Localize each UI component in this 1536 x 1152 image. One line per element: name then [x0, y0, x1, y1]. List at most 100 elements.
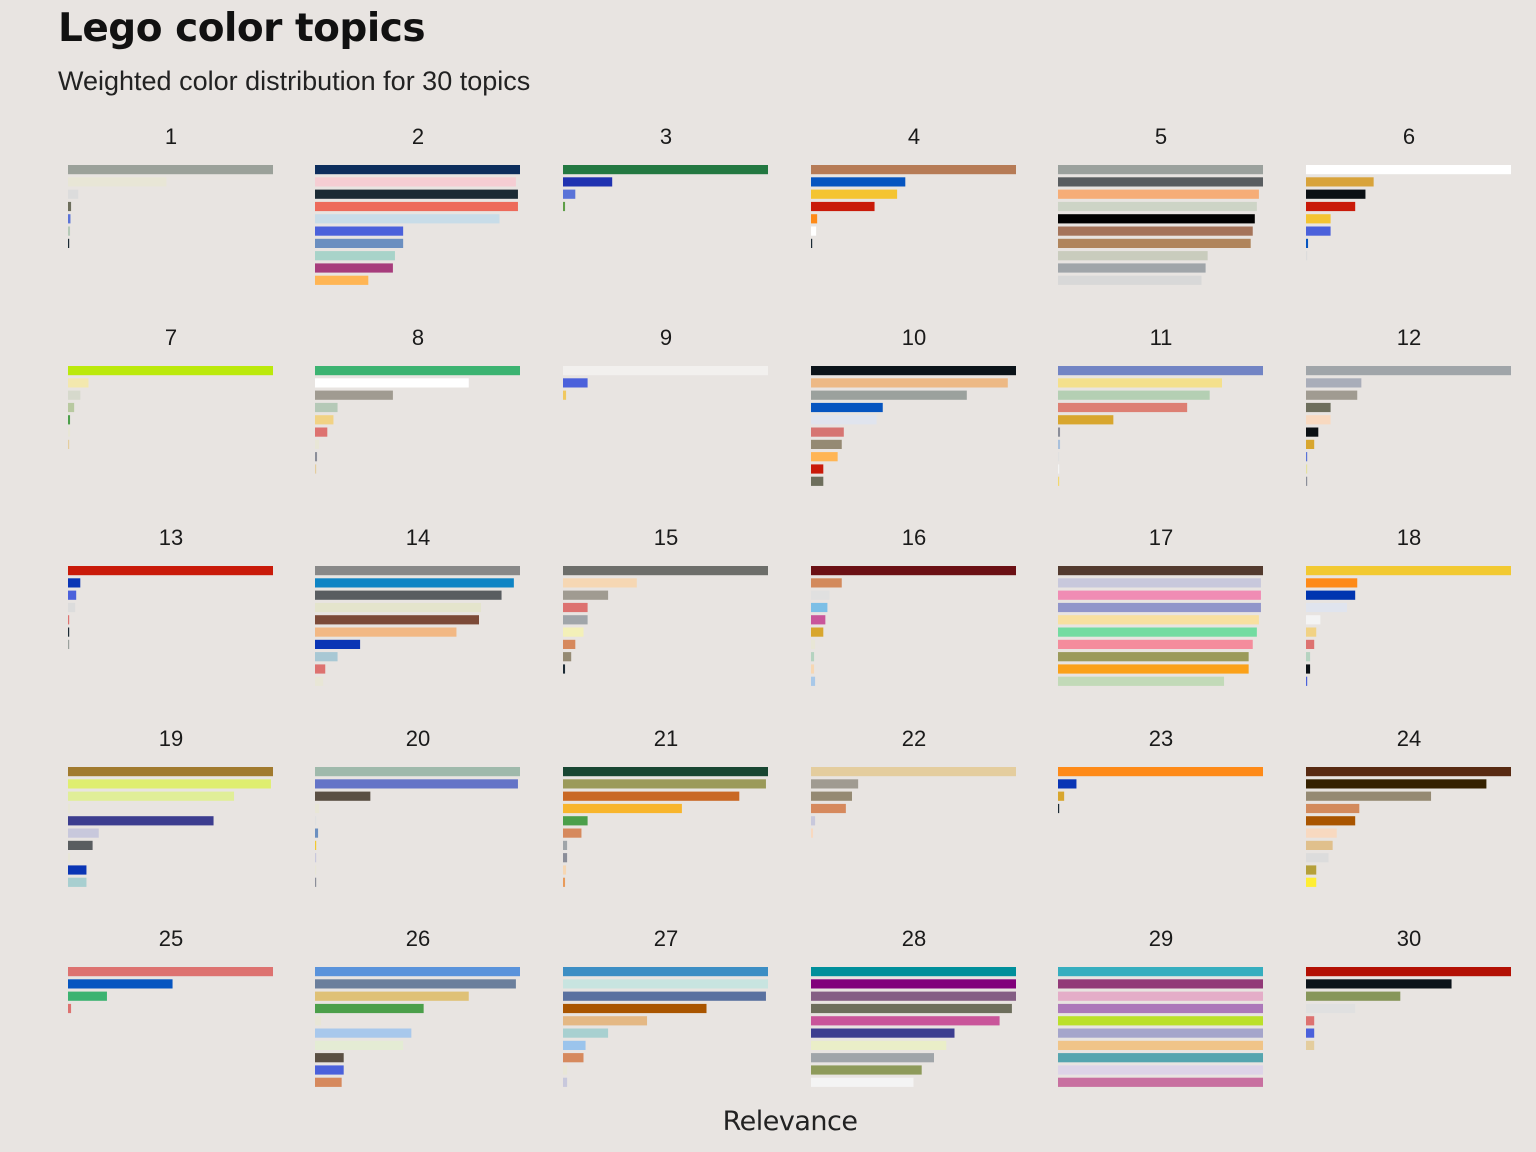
bar — [315, 853, 317, 863]
bar — [811, 566, 1016, 576]
bar — [68, 165, 273, 175]
bar — [315, 652, 338, 662]
bar — [315, 967, 520, 977]
bar — [1058, 590, 1261, 600]
bar — [811, 676, 816, 686]
bar — [811, 189, 898, 199]
facet-topic-8: 8 — [315, 325, 520, 474]
bar — [68, 366, 273, 376]
bar — [315, 263, 393, 273]
bar — [315, 791, 371, 801]
bar — [68, 590, 77, 600]
bar — [563, 664, 566, 674]
bar — [1058, 664, 1249, 674]
bar — [1058, 578, 1261, 588]
bar — [315, 177, 516, 187]
bar — [1058, 991, 1263, 1001]
facet-label: 4 — [908, 124, 920, 149]
facet-topic-7: 7 — [68, 325, 273, 449]
bar — [563, 853, 568, 863]
facet-topic-2: 2 — [315, 124, 520, 285]
bar — [1306, 803, 1360, 814]
bar — [68, 415, 71, 425]
facet-topic-1: 1 — [68, 124, 273, 248]
facet-label: 11 — [1150, 325, 1173, 350]
bar — [315, 840, 317, 850]
bar — [68, 1003, 72, 1014]
bar — [1058, 415, 1114, 425]
facet-topic-16: 16 — [811, 525, 1016, 686]
bar — [811, 1077, 914, 1087]
bar — [563, 967, 768, 977]
bar — [811, 476, 824, 486]
bar — [563, 803, 682, 814]
bar — [1058, 378, 1222, 388]
bar — [811, 791, 852, 801]
bar — [1058, 214, 1255, 224]
bar — [315, 639, 361, 649]
bar — [563, 779, 766, 789]
bar — [1058, 803, 1060, 814]
bar — [315, 275, 369, 285]
bar — [811, 615, 826, 625]
bar — [1306, 566, 1511, 576]
bar — [315, 1003, 424, 1014]
bar — [315, 238, 404, 248]
bar — [811, 378, 1008, 388]
facet-label: 13 — [159, 525, 183, 550]
bar — [1058, 967, 1263, 977]
bar — [811, 415, 877, 425]
bar — [315, 664, 326, 674]
bar — [68, 627, 70, 637]
bar — [1058, 1065, 1263, 1075]
bar — [1306, 415, 1331, 425]
facet-topic-5: 5 — [1058, 124, 1263, 285]
bar — [1306, 1040, 1315, 1050]
bar — [811, 366, 1016, 376]
facet-label: 26 — [406, 926, 430, 951]
bar — [315, 779, 518, 789]
bar — [68, 578, 81, 588]
bar — [68, 791, 235, 801]
bar — [1306, 1003, 1356, 1014]
facet-topic-13: 13 — [68, 525, 273, 649]
bar — [1058, 1003, 1263, 1014]
bar — [563, 615, 588, 625]
bar — [68, 816, 214, 826]
bar — [811, 1040, 947, 1050]
bar — [1306, 979, 1452, 989]
facet-topic-9: 9 — [563, 325, 768, 400]
bar — [811, 177, 906, 187]
bar — [811, 664, 815, 674]
bar — [1058, 1077, 1263, 1087]
bar — [1058, 263, 1206, 273]
bar — [1058, 566, 1263, 576]
bar — [1058, 201, 1257, 212]
bar — [1306, 189, 1366, 199]
bar — [1058, 226, 1253, 236]
bar — [315, 378, 469, 388]
facet-topic-30: 30 — [1306, 926, 1511, 1050]
bar — [315, 189, 518, 199]
bar — [1306, 627, 1317, 637]
facet-label: 1 — [165, 124, 177, 149]
bar — [1058, 979, 1263, 989]
facet-topic-21: 21 — [563, 726, 768, 887]
facet-label: 16 — [902, 525, 926, 550]
facet-label: 29 — [1149, 926, 1173, 951]
bar — [68, 615, 70, 625]
bar — [811, 767, 1016, 777]
facet-label: 15 — [654, 525, 678, 550]
bar — [563, 1040, 586, 1050]
bar — [1058, 791, 1065, 801]
bar — [563, 991, 766, 1001]
bar — [1058, 627, 1257, 637]
bar — [563, 602, 588, 613]
bar — [1058, 275, 1202, 285]
facet-topic-28: 28 — [811, 926, 1016, 1087]
facet-topic-14: 14 — [315, 525, 520, 686]
bar — [811, 402, 883, 413]
bar — [563, 189, 576, 199]
facet-label: 7 — [165, 325, 177, 350]
